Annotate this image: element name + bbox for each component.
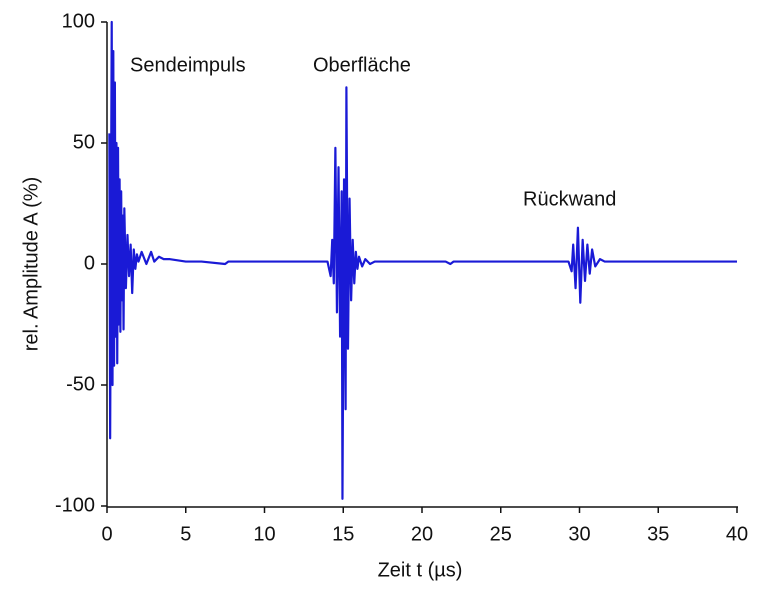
y-axis-label: rel. Amplitude A (%)	[20, 177, 42, 352]
signal-line	[108, 20, 737, 500]
x-tick-label: 5	[180, 523, 191, 545]
x-tick-label: 10	[253, 523, 275, 545]
y-tick-label: 0	[84, 252, 95, 274]
y-tick-label: -100	[55, 494, 95, 516]
x-axis-label: Zeit t (µs)	[378, 559, 463, 581]
x-tick-label: 25	[490, 523, 512, 545]
y-tick-label: 100	[62, 10, 95, 32]
annotation: Sendeimpuls	[130, 54, 246, 76]
annotation: Rückwand	[523, 188, 616, 210]
y-tick-label: -50	[66, 373, 95, 395]
x-tick-label: 35	[647, 523, 669, 545]
x-tick-label: 20	[411, 523, 433, 545]
x-tick-label: 40	[726, 523, 748, 545]
x-tick-label: 30	[568, 523, 590, 545]
x-tick-label: 15	[332, 523, 354, 545]
y-tick-label: 50	[73, 131, 95, 153]
x-tick-label: 0	[101, 523, 112, 545]
annotation: Oberfläche	[313, 54, 411, 76]
